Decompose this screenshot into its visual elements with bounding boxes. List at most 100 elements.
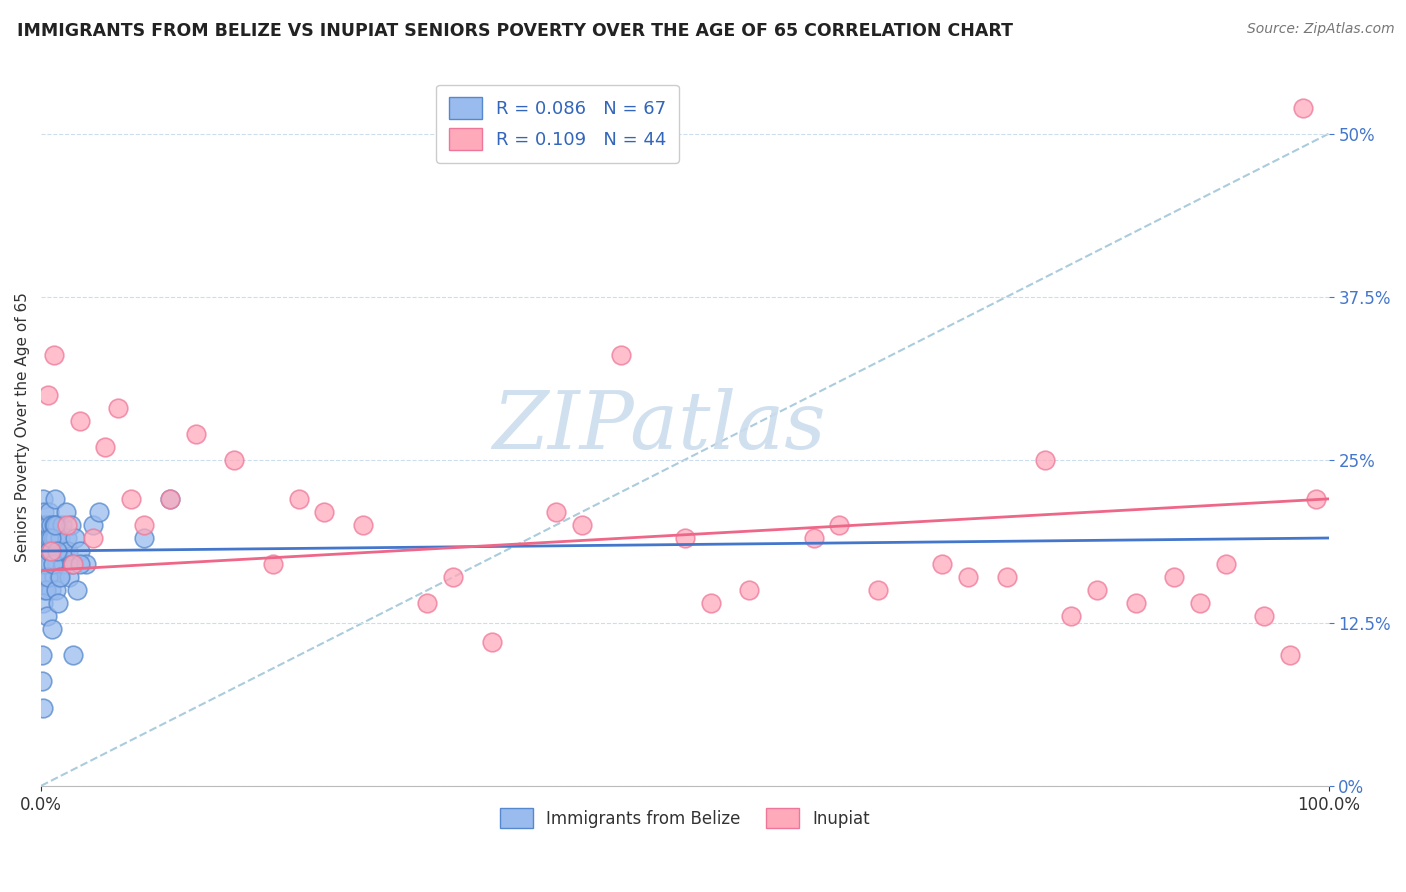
Point: [931, 557, 953, 571]
Point: [82, 518, 104, 533]
Point: [62, 648, 84, 663]
Point: [39, 557, 62, 571]
Point: [63, 531, 86, 545]
Text: ZIPatlas: ZIPatlas: [492, 388, 825, 466]
Point: [41, 557, 63, 571]
Text: IMMIGRANTS FROM BELIZE VS INUPIAT SENIORS POVERTY OVER THE AGE OF 65 CORRELATION: IMMIGRANTS FROM BELIZE VS INUPIAT SENIOR…: [17, 22, 1012, 40]
Point: [53, 544, 76, 558]
Point: [673, 531, 696, 545]
Point: [46, 544, 69, 558]
Point: [32, 583, 55, 598]
Point: [481, 635, 503, 649]
Point: [957, 570, 980, 584]
Point: [287, 491, 309, 506]
Point: [441, 570, 464, 584]
Point: [37, 570, 59, 584]
Point: [314, 505, 336, 519]
Point: [60, 557, 83, 571]
Point: [35, 557, 58, 571]
Point: [34, 518, 56, 533]
Point: [224, 452, 246, 467]
Point: [262, 557, 284, 571]
Point: [41, 531, 63, 545]
Point: [609, 348, 631, 362]
Point: [42, 557, 65, 571]
Point: [132, 531, 155, 545]
Point: [31, 570, 53, 584]
Point: [132, 518, 155, 533]
Point: [44, 531, 66, 545]
Point: [45, 557, 67, 571]
Point: [66, 583, 89, 598]
Point: [32, 491, 55, 506]
Point: [41, 622, 63, 636]
Point: [32, 531, 55, 545]
Point: [31, 544, 53, 558]
Point: [58, 570, 80, 584]
Point: [828, 518, 851, 533]
Point: [1305, 491, 1327, 506]
Point: [48, 596, 70, 610]
Point: [1060, 609, 1083, 624]
Point: [38, 544, 60, 558]
Point: [1125, 596, 1147, 610]
Point: [46, 544, 69, 558]
Point: [44, 491, 66, 506]
Point: [31, 700, 53, 714]
Point: [31, 648, 53, 663]
Point: [55, 505, 77, 519]
Point: [1215, 557, 1237, 571]
Point: [41, 518, 63, 533]
Point: [34, 557, 56, 571]
Point: [35, 531, 58, 545]
Point: [41, 583, 63, 598]
Point: [52, 557, 75, 571]
Point: [159, 491, 181, 506]
Point: [82, 531, 104, 545]
Point: [31, 518, 53, 533]
Point: [56, 544, 79, 558]
Point: [1292, 101, 1315, 115]
Point: [34, 583, 56, 598]
Point: [42, 570, 65, 584]
Point: [34, 544, 56, 558]
Y-axis label: Seniors Poverty Over the Age of 65: Seniors Poverty Over the Age of 65: [15, 293, 30, 562]
Point: [87, 505, 110, 519]
Point: [42, 348, 65, 362]
Point: [1279, 648, 1302, 663]
Point: [352, 518, 374, 533]
Point: [41, 544, 63, 558]
Point: [37, 518, 59, 533]
Point: [1188, 596, 1211, 610]
Point: [34, 570, 56, 584]
Point: [38, 531, 60, 545]
Point: [69, 544, 91, 558]
Point: [31, 674, 53, 689]
Point: [49, 531, 72, 545]
Point: [38, 505, 60, 519]
Point: [159, 491, 181, 506]
Point: [42, 518, 65, 533]
Point: [32, 596, 55, 610]
Point: [62, 557, 84, 571]
Point: [803, 531, 825, 545]
Point: [37, 570, 59, 584]
Point: [107, 401, 129, 415]
Point: [1035, 452, 1057, 467]
Point: [51, 518, 73, 533]
Point: [48, 570, 70, 584]
Point: [69, 557, 91, 571]
Point: [738, 583, 761, 598]
Point: [39, 544, 62, 558]
Point: [94, 440, 117, 454]
Point: [1253, 609, 1275, 624]
Point: [75, 557, 97, 571]
Point: [45, 583, 67, 598]
Point: [1085, 583, 1108, 598]
Point: [39, 531, 62, 545]
Point: [546, 505, 568, 519]
Point: [37, 387, 59, 401]
Point: [56, 518, 79, 533]
Point: [56, 531, 79, 545]
Point: [571, 518, 593, 533]
